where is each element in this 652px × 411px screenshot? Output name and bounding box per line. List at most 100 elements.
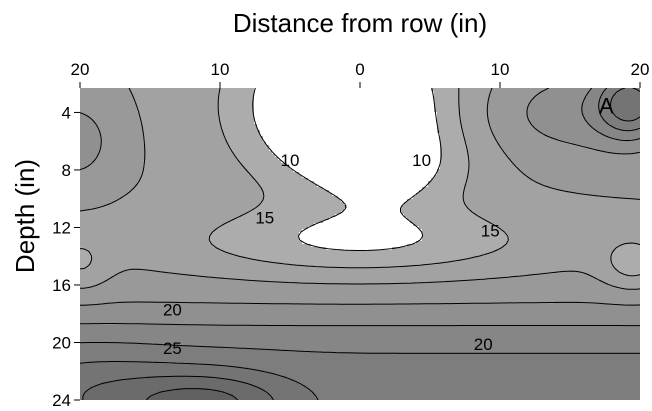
contour-cell (122, 268, 126, 272)
contour-cell (86, 118, 90, 122)
contour-cell (98, 310, 102, 314)
contour-cell (80, 283, 84, 287)
contour-cell (125, 91, 129, 95)
contour-cell (83, 103, 87, 107)
contour-cell (122, 178, 126, 182)
contour-cell (110, 370, 114, 374)
contour-cell (119, 310, 123, 314)
contour-cell (98, 184, 102, 188)
contour-cell (98, 175, 102, 179)
contour-cell (95, 208, 99, 212)
contour-cell (104, 172, 108, 176)
contour-cell (110, 385, 114, 389)
contour-cell (80, 184, 84, 188)
contour-cell (95, 271, 99, 275)
contour-cell (122, 379, 126, 383)
contour-cell (107, 259, 111, 263)
contour-cell (98, 190, 102, 194)
contour-cell (116, 259, 120, 263)
contour-cell (116, 349, 120, 353)
contour-cell (101, 226, 105, 230)
contour-cell (98, 301, 102, 305)
contour-cell (92, 157, 96, 161)
contour-cell (104, 331, 108, 335)
contour-cell (113, 307, 117, 311)
contour-cell (119, 316, 123, 320)
contour-cell (92, 346, 96, 350)
contour-cell (122, 307, 126, 311)
contour-cell (125, 103, 129, 107)
contour-cell (122, 202, 126, 206)
contour-cell (104, 292, 108, 296)
contour-cell (125, 250, 129, 254)
contour-cell (98, 238, 102, 242)
contour-cell (116, 139, 120, 143)
contour-cell (113, 199, 117, 203)
contour-cell (98, 136, 102, 140)
contour-cell (125, 151, 129, 155)
contour-cell (86, 343, 90, 347)
contour-cell (92, 118, 96, 122)
contour-cell (98, 370, 102, 374)
contour-cell (92, 391, 96, 395)
contour-cell (110, 100, 114, 104)
contour-cell (92, 199, 96, 203)
contour-cell (113, 88, 117, 92)
contour-cell (83, 397, 87, 400)
contour-cell (86, 268, 90, 272)
contour-cell (116, 277, 120, 281)
contour-cell (98, 361, 102, 365)
contour-cell (113, 280, 117, 284)
contour-cell (122, 241, 126, 245)
contour-cell (119, 109, 123, 113)
contour-cell (95, 304, 99, 308)
contour-cell (86, 385, 90, 389)
contour-cell (104, 115, 108, 119)
contour-cell (95, 328, 99, 332)
contour-cell (80, 253, 84, 257)
contour-cell (101, 139, 105, 143)
contour-cell (122, 148, 126, 152)
contour-cell (92, 91, 96, 95)
contour-cell (113, 349, 117, 353)
contour-cell (125, 139, 129, 143)
contour-cell (107, 217, 111, 221)
y-axis-title: Depth (in) (10, 159, 40, 273)
contour-cell (98, 247, 102, 251)
contour-cell (110, 253, 114, 257)
contour-cell (86, 178, 90, 182)
contour-cell (95, 301, 99, 305)
contour-cell (104, 169, 108, 173)
contour-cell (89, 355, 93, 359)
contour-cell (95, 379, 99, 383)
contour-cell (101, 259, 105, 263)
contour-cell (113, 163, 117, 167)
contour-cell (113, 295, 117, 299)
contour-cell (122, 109, 126, 113)
contour-cell (116, 241, 120, 245)
contour-cell (92, 295, 96, 299)
contour-cell (113, 328, 117, 332)
contour-cell (116, 289, 120, 293)
contour-cell (80, 139, 84, 143)
contour-cell (89, 283, 93, 287)
contour-cell (101, 217, 105, 221)
contour-cell (95, 286, 99, 290)
contour-cell (89, 298, 93, 302)
contour-cell (95, 97, 99, 101)
contour-cell (101, 394, 105, 398)
contour-cell (119, 205, 123, 209)
contour-cell (92, 307, 96, 311)
contour-cell (113, 259, 117, 263)
contour-cell (98, 343, 102, 347)
contour-cell (110, 232, 114, 236)
contour-cell (110, 367, 114, 371)
contour-cell (83, 220, 87, 224)
contour-cell (98, 241, 102, 245)
contour-cell (107, 340, 111, 344)
contour-cell (116, 91, 120, 95)
contour-cell (113, 187, 117, 191)
contour-cell (89, 124, 93, 128)
contour-cell (113, 397, 117, 400)
contour-cell (95, 241, 99, 245)
